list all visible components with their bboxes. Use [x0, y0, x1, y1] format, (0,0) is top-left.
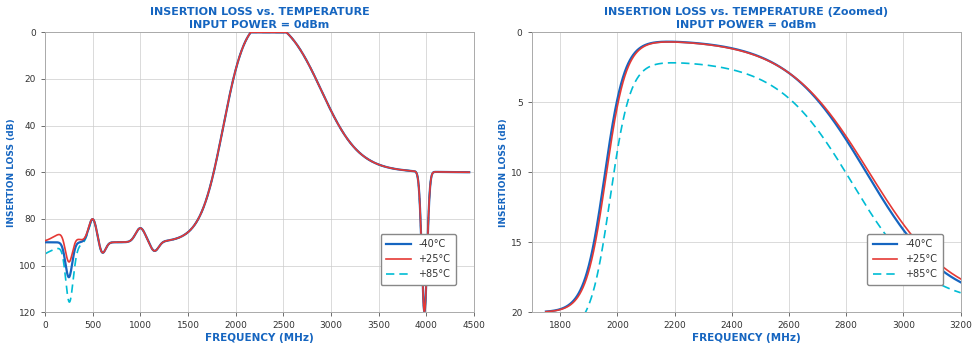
Title: INSERTION LOSS vs. TEMPERATURE (Zoomed)
INPUT POWER = 0dBm: INSERTION LOSS vs. TEMPERATURE (Zoomed) …	[603, 7, 887, 30]
Title: INSERTION LOSS vs. TEMPERATURE
INPUT POWER = 0dBm: INSERTION LOSS vs. TEMPERATURE INPUT POW…	[150, 7, 369, 30]
Y-axis label: INSERTION LOSS (dB): INSERTION LOSS (dB)	[7, 118, 16, 226]
X-axis label: FREQUENCY (MHz): FREQUENCY (MHz)	[205, 333, 314, 343]
Y-axis label: INSERTION LOSS (dB): INSERTION LOSS (dB)	[499, 118, 508, 226]
Legend: -40°C, +25°C, +85°C: -40°C, +25°C, +85°C	[867, 233, 942, 285]
Legend: -40°C, +25°C, +85°C: -40°C, +25°C, +85°C	[380, 233, 456, 285]
X-axis label: FREQUENCY (MHz): FREQUENCY (MHz)	[691, 333, 800, 343]
